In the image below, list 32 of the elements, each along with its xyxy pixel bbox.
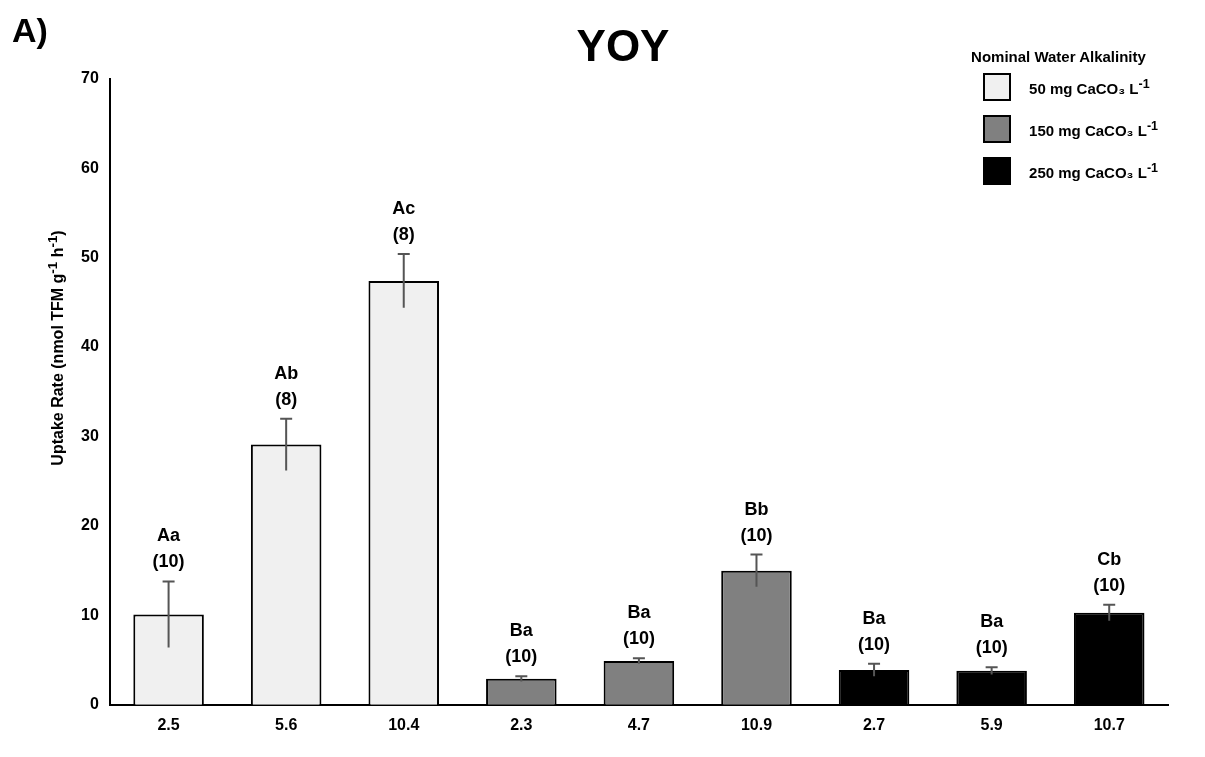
legend-title: Nominal Water Alkalinity <box>971 48 1147 65</box>
annotation: Ba (10) <box>622 602 655 649</box>
annotation: Ab (8) <box>274 362 299 409</box>
annotation: Ba (10) <box>975 611 1008 658</box>
annotation: Ba (10) <box>858 607 891 654</box>
x-tick-label: 10.7 <box>1093 715 1125 733</box>
y-tick-label: 0 <box>89 695 99 713</box>
annotation: Aa (10) <box>152 525 185 572</box>
y-tick-label: 70 <box>81 69 99 87</box>
x-tick-label: 2.3 <box>510 715 533 733</box>
x-tick-label: 2.7 <box>862 715 886 733</box>
annotation: Bb (10) <box>740 498 773 545</box>
annotation: Ba (10) <box>505 620 538 667</box>
x-tick-label: 2.5 <box>157 715 180 733</box>
y-tick-label: 20 <box>81 516 99 534</box>
text: A) <box>12 11 48 50</box>
x-tick-label: 5.6 <box>275 715 298 733</box>
annotation: Ac (8) <box>392 198 416 245</box>
legend-label: 150 mg CaCO₃ L$^{-1}$ <box>1029 119 1158 139</box>
y-tick-label: 60 <box>81 158 99 176</box>
annotation: Cb (10) <box>1093 548 1126 595</box>
legend-label: 250 mg CaCO₃ L$^{-1}$ <box>1029 161 1158 181</box>
x-tick-label: 10.9 <box>740 715 773 733</box>
x-tick-label: 10.4 <box>388 715 420 733</box>
x-tick-label: 4.7 <box>627 715 651 733</box>
y-tick-label: 50 <box>81 248 99 266</box>
chart-title: YOY <box>576 20 670 70</box>
y-tick-label: 30 <box>81 426 99 444</box>
y-tick-label: 10 <box>81 605 99 623</box>
x-tick-label: 5.9 <box>980 715 1003 733</box>
legend-label: 50 mg CaCO₃ L$^{-1}$ <box>1029 77 1150 97</box>
y-tick-label: 40 <box>81 337 99 355</box>
